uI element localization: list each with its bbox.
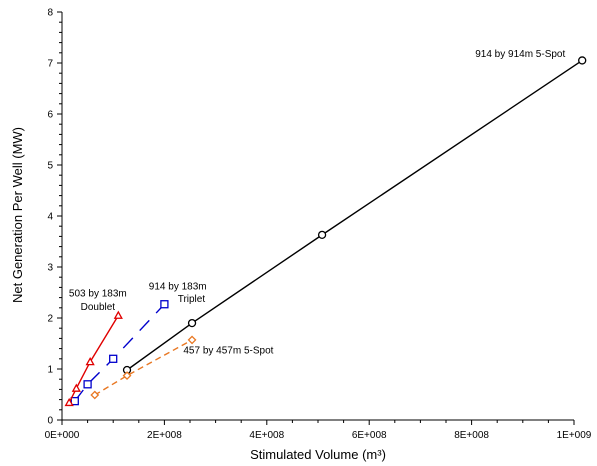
data-point <box>122 371 132 381</box>
annotation-label: 503 by 183m <box>69 289 127 300</box>
data-point <box>160 300 169 309</box>
y-tick-label: 4 <box>47 212 53 223</box>
y-tick-label: 7 <box>47 59 53 70</box>
y-tick-label: 1 <box>47 365 53 376</box>
axes: 0 1 2 3 4 5 6 7 8 0E+000 2E+008 4E+008 6E+008 8E+008 1… <box>45 8 592 442</box>
y-tick-label: 6 <box>47 110 53 121</box>
series-triangle <box>64 310 123 407</box>
x-tick-label: 1E+009 <box>557 430 592 441</box>
data-point <box>109 354 118 363</box>
x-tick-label: 6E+008 <box>352 430 387 441</box>
annotation-label: 914 by 914m 5-Spot <box>475 49 565 60</box>
series-square <box>70 300 169 406</box>
data-point <box>578 56 587 65</box>
data-point <box>70 396 79 406</box>
x-tick-label: 2E+008 <box>147 430 182 441</box>
x-tick-label: 8E+008 <box>454 430 489 441</box>
series-circle <box>122 56 587 375</box>
series-diamond <box>90 335 197 400</box>
annotation-label: 914 by 183m <box>149 281 207 292</box>
x-tick-label: 0E+000 <box>45 430 80 441</box>
chart-marks <box>64 56 587 407</box>
annotation-label: Doublet <box>81 302 116 313</box>
data-point <box>71 383 81 392</box>
data-point <box>187 318 197 328</box>
data-point <box>85 357 95 366</box>
series-line <box>74 303 165 402</box>
x-tick-label: 4E+008 <box>249 430 284 441</box>
data-point <box>187 335 197 345</box>
data-point <box>113 310 123 319</box>
series-line <box>126 59 583 371</box>
annotations: 914 by 914m 5-Spot 914 by 183m Triplet 503 … <box>69 49 566 357</box>
annotation-label: 457 by 457m 5-Spot <box>183 346 273 357</box>
data-point <box>83 380 92 389</box>
x-axis-title: Stimulated Volume (m³) <box>250 447 386 462</box>
data-point <box>317 230 327 240</box>
series-line <box>68 315 119 403</box>
y-tick-label: 0 <box>47 416 53 427</box>
y-tick-label: 3 <box>47 263 53 274</box>
y-axis-title: Net Generation Per Well (MW) <box>10 127 25 303</box>
data-point <box>64 397 74 407</box>
series-line <box>94 339 193 396</box>
y-tick-label: 2 <box>47 314 53 325</box>
annotation-label: Triplet <box>178 294 206 305</box>
y-tick-label: 8 <box>47 8 53 19</box>
data-point <box>90 390 100 400</box>
y-tick-label: 5 <box>47 161 53 172</box>
